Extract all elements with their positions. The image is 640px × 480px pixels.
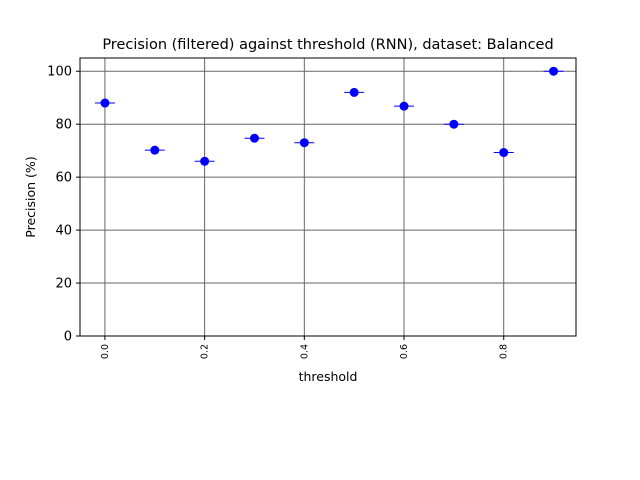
y-tick-label-4: 80 (55, 118, 72, 133)
data-point-2 (200, 156, 210, 166)
y-axis-label: Precision (%) (23, 156, 38, 237)
data-point-4 (299, 138, 309, 148)
y-tick-label-1: 20 (55, 277, 72, 292)
data-point-6 (399, 101, 409, 111)
x-axis-label: threshold (299, 369, 358, 384)
x-tick-label-3: 0.6 (399, 344, 410, 359)
data-point-5 (349, 87, 359, 97)
plot-frame (79, 57, 577, 337)
x-tick-label-2: 0.4 (299, 344, 310, 359)
data-point-8 (499, 148, 509, 158)
grid (80, 58, 576, 336)
x-tick-label-0: 0.0 (100, 344, 111, 359)
data-point-1 (150, 145, 160, 155)
x-tick-label-1: 0.2 (200, 344, 211, 359)
data-point-9 (549, 66, 559, 76)
x-axis: 0.0 0.2 0.4 0.6 0.8 (100, 336, 510, 359)
y-axis: 0 20 40 60 80 100 (47, 65, 80, 345)
y-tick-label-0: 0 (64, 330, 72, 345)
y-tick-label-3: 60 (55, 171, 72, 186)
data-point-0 (100, 98, 110, 108)
data-point-7 (449, 119, 459, 129)
data-points (94, 66, 564, 166)
chart-title: Precision (filtered) against threshold (… (102, 37, 553, 53)
y-tick-label-2: 40 (55, 224, 72, 239)
data-point-3 (249, 133, 259, 143)
y-tick-label-5: 100 (47, 65, 72, 80)
x-tick-label-4: 0.8 (499, 344, 510, 359)
